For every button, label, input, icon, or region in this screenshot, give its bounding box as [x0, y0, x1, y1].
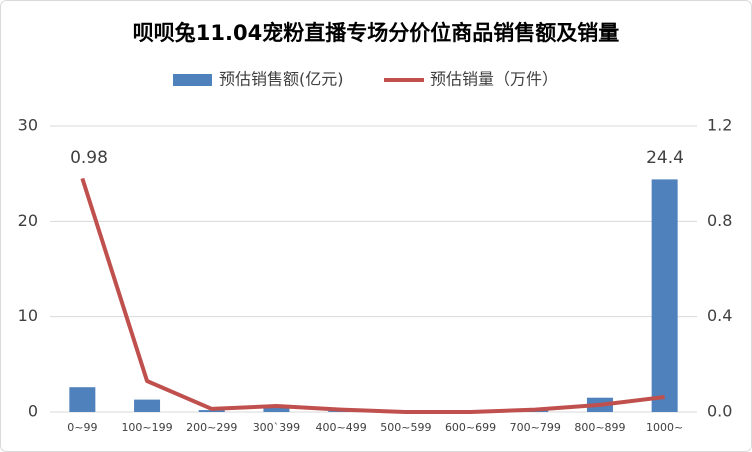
x-tick-label: 800~899: [574, 421, 625, 434]
x-tick-label: 500~599: [380, 421, 431, 434]
bar: [134, 399, 161, 412]
legend-label: 预估销量（万件）: [430, 70, 558, 89]
y-tick-label: 30: [18, 116, 38, 135]
bar: [69, 387, 96, 412]
y2-tick-label: 1.2: [707, 116, 732, 135]
x-tick-label: 300`399: [253, 421, 301, 434]
y-tick-label: 0: [28, 402, 38, 421]
y-tick-label: 20: [18, 211, 38, 230]
bar: [651, 179, 678, 412]
y2-tick-label: 0.0: [707, 402, 732, 421]
y-tick-label: 10: [18, 306, 38, 325]
x-tick-label: 700~799: [510, 421, 561, 434]
legend-label: 预估销售额(亿元): [219, 70, 344, 89]
x-tick-label: 400~499: [316, 421, 367, 434]
line: [80, 177, 665, 414]
x-tick-label: 200~299: [186, 421, 237, 434]
x-tick-label: 0~99: [67, 421, 97, 434]
y2-tick-label: 0.4: [707, 306, 732, 325]
chart-title: 呗呗兔11.04宠粉直播专场分价位商品销售额及销量: [133, 21, 619, 45]
x-tick-label: 100~199: [121, 421, 172, 434]
y2-tick-label: 0.8: [707, 211, 732, 230]
data-label: 24.4: [646, 148, 684, 168]
data-label: 0.98: [70, 148, 108, 168]
bar: [263, 407, 290, 412]
legend-swatch: [173, 74, 212, 86]
x-tick-label: 600~699: [445, 421, 496, 434]
x-tick-label: 1000~: [646, 421, 683, 434]
bar: [198, 410, 225, 412]
